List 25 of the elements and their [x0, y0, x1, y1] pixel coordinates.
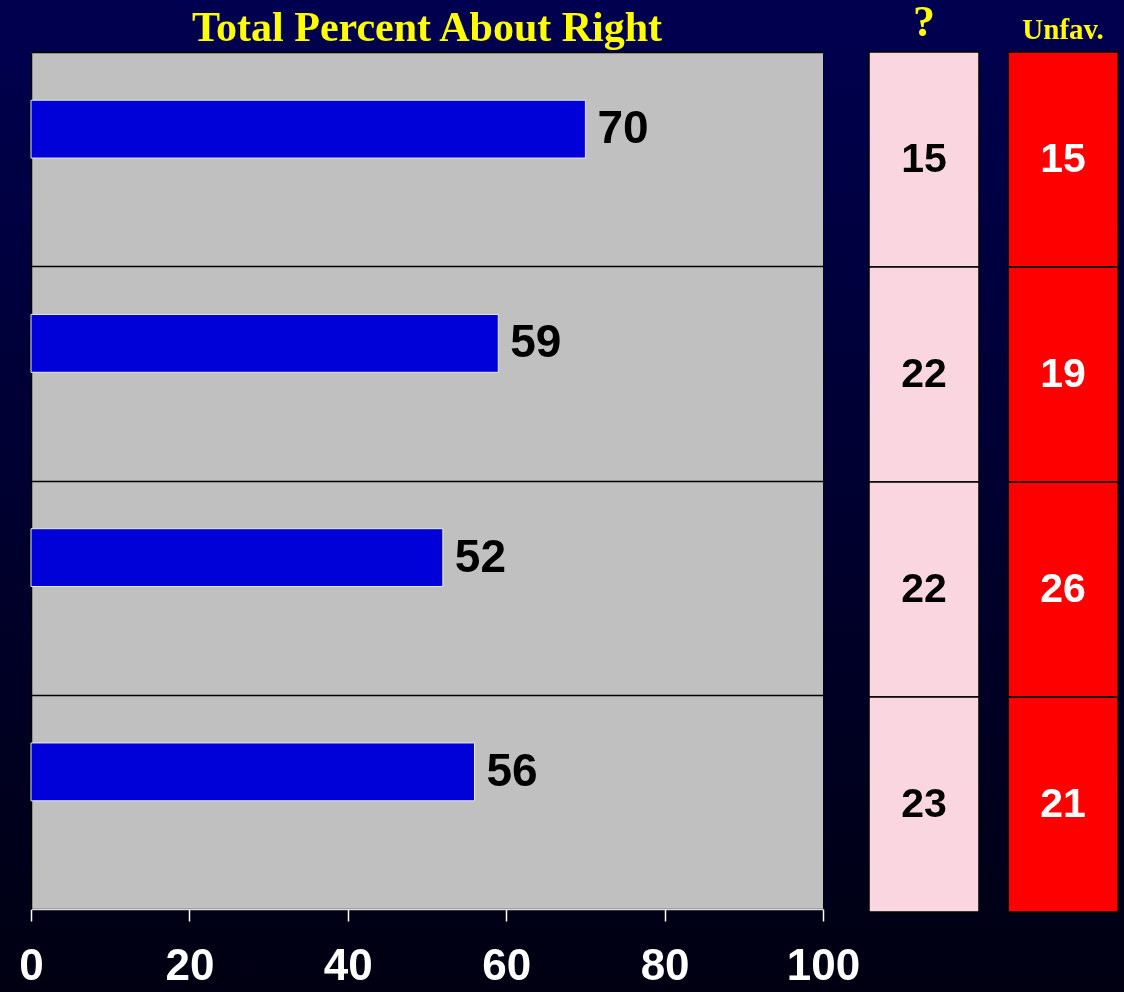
data-label: 59: [510, 315, 562, 368]
data-label: 21: [1040, 779, 1086, 826]
bar: [30, 99, 586, 159]
data-label: 52: [454, 529, 507, 582]
data-label: 70: [597, 101, 649, 154]
x-tick-label: 60: [482, 939, 532, 989]
x-tick-label: 80: [640, 939, 690, 989]
x-tick-label: 20: [165, 939, 215, 989]
chart-title: Total Percent About Right: [191, 4, 663, 50]
x-tick-label: ?: [913, 0, 935, 46]
x-tick-label: Unfav.: [1022, 12, 1104, 45]
data-label: 23: [901, 779, 947, 826]
x-tick-label: 40: [323, 939, 373, 989]
data-label: 19: [1040, 349, 1086, 396]
data-label: 26: [1040, 564, 1086, 611]
data-label: 22: [901, 349, 947, 396]
data-label: 56: [486, 743, 538, 796]
bar: [30, 742, 476, 802]
bar: [30, 528, 444, 588]
data-label: 15: [1040, 134, 1086, 181]
data-label: 22: [901, 564, 947, 611]
x-tick-label: 100: [786, 939, 861, 989]
x-tick-label: 0: [19, 939, 44, 989]
data-label: 15: [901, 134, 947, 181]
bar: [30, 313, 499, 373]
